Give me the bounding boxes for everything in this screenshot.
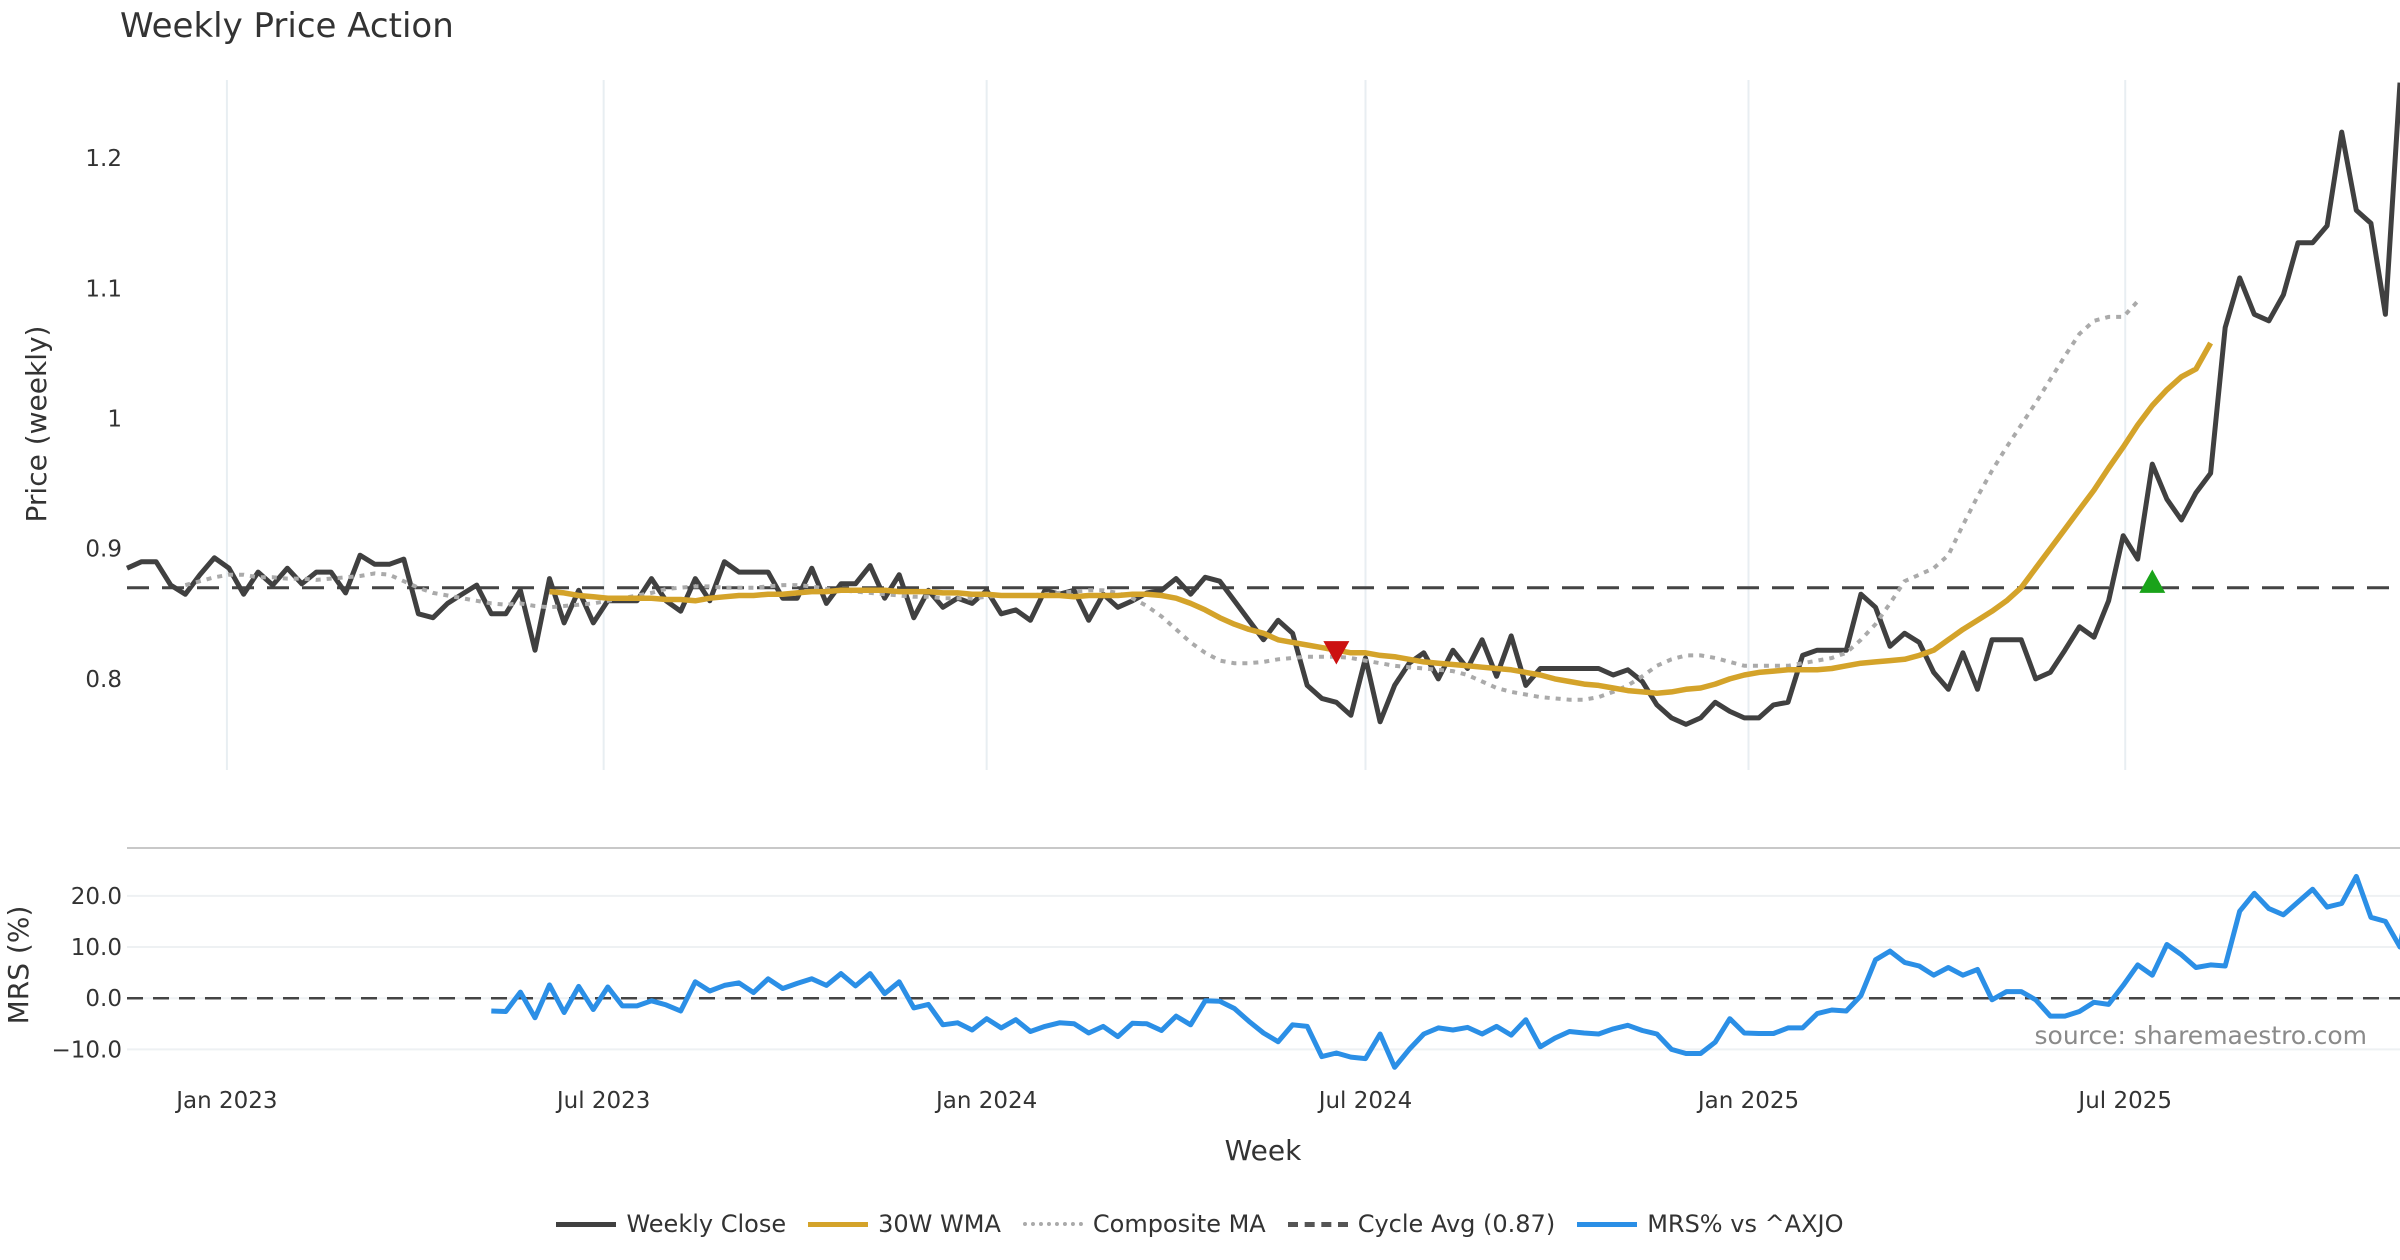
legend-item: Weekly Close [556,1210,786,1238]
legend-label: Composite MA [1092,1210,1266,1238]
legend: Weekly Close 30W WMA Composite MA Cycle Avg… [0,1210,2400,1238]
price-grid [225,80,2127,770]
legend-item: Cycle Avg (0.87) [1287,1210,1556,1238]
legend-item: MRS% vs ^AXJO [1577,1210,1844,1238]
price-lines [125,82,2400,727]
x-tick-label: Jul 2023 [555,1088,651,1114]
price-y-tick-label: 1.2 [85,146,122,172]
legend-swatch [556,1221,617,1227]
chart-title: Weekly Price Action [120,6,454,46]
mrs-lines [127,873,2400,1070]
mrs-y-tick-label: −10.0 [52,1037,122,1063]
x-tick-label: Jan 2024 [934,1088,1037,1114]
x-tick-label: Jul 2024 [1317,1088,1413,1114]
mrs-y-tick-label: 10.0 [71,935,122,961]
x-axis-label: Week [1225,1134,1302,1167]
x-tick-label: Jan 2025 [1696,1088,1799,1114]
mrs-y-axis-label: MRS (%) [2,906,35,1025]
x-ticks: Jan 2023 Jul 2023 Jan 2024 Jul 2024 Jan 2025… [174,1088,2172,1114]
source-note: source: sharemaestro.com [2035,1021,2368,1050]
price-y-tick-label: 1 [107,406,122,432]
legend-label: 30W WMA [878,1210,1001,1238]
mrs-y-tick-label: 0.0 [85,986,122,1012]
legend-swatch [808,1221,869,1227]
legend-label: MRS% vs ^AXJO [1647,1210,1844,1238]
signal-markers [1323,569,2166,665]
legend-item: 30W WMA [808,1210,1001,1238]
legend-swatch [1577,1221,1638,1227]
mrs-y-tick-label: 20.0 [71,884,122,910]
legend-item: Composite MA [1022,1210,1266,1238]
legend-swatch [1022,1222,1083,1226]
x-tick-label: Jul 2025 [2076,1088,2172,1114]
legend-label: Weekly Close [626,1210,787,1238]
sell-signal-marker [1323,641,1350,665]
price-y-tick-label: 0.9 [85,537,122,563]
mrs-y-ticks: −10.0 0.0 10.0 20.0 [52,884,122,1064]
price-y-ticks: 0.8 0.9 1 1.1 1.2 [85,146,122,693]
mrs-line [491,873,2400,1070]
price-y-axis-label: Price (weekly) [20,326,53,523]
legend-label: Cycle Avg (0.87) [1357,1210,1556,1238]
weekly-close-line [125,82,2400,727]
legend-swatch [1287,1221,1348,1227]
wma-30w-line [549,341,2213,696]
x-tick-label: Jan 2023 [174,1088,277,1114]
price-y-tick-label: 0.8 [85,667,122,693]
price-y-tick-label: 1.1 [85,276,122,302]
buy-signal-marker [2139,569,2166,593]
composite-ma-line [184,299,2140,702]
